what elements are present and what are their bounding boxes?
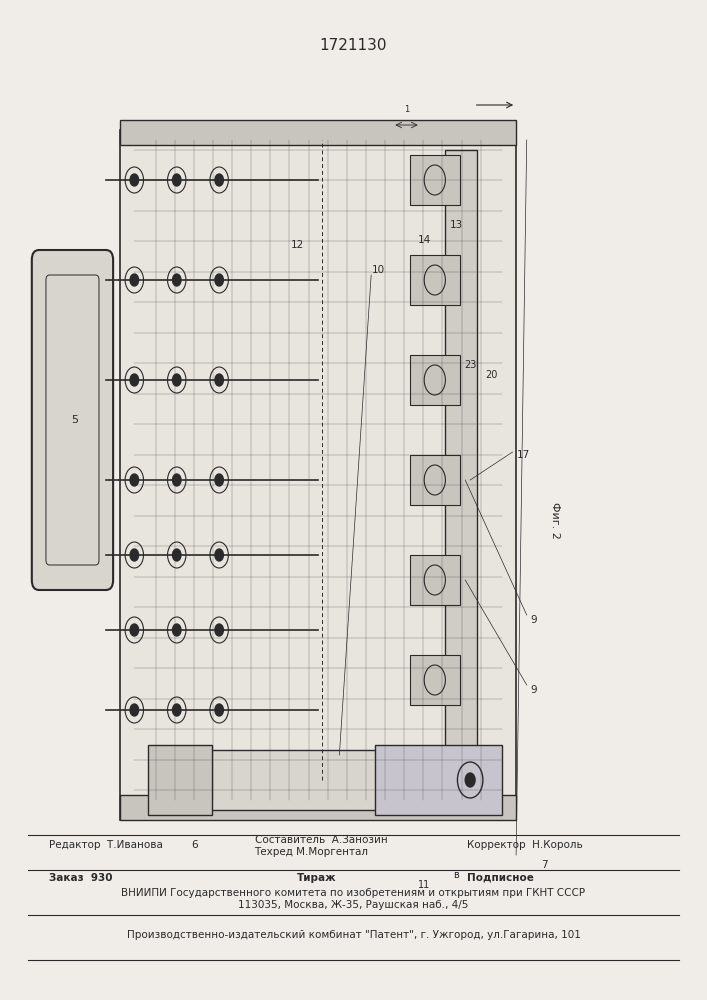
Circle shape bbox=[215, 704, 223, 716]
Text: 12: 12 bbox=[291, 240, 303, 250]
Text: 1721130: 1721130 bbox=[320, 37, 387, 52]
Text: в: в bbox=[453, 870, 459, 880]
Circle shape bbox=[130, 374, 139, 386]
Circle shape bbox=[130, 624, 139, 636]
Circle shape bbox=[130, 174, 139, 186]
Bar bbox=[120, 795, 516, 820]
Text: Корректор  Н.Король: Корректор Н.Король bbox=[467, 840, 583, 850]
Circle shape bbox=[130, 474, 139, 486]
Circle shape bbox=[215, 474, 223, 486]
Bar bbox=[410, 355, 460, 405]
Text: 6: 6 bbox=[191, 840, 198, 850]
Text: ВНИИПИ Государственного комитета по изобретениям и открытиям при ГКНТ СССР: ВНИИПИ Государственного комитета по изоб… bbox=[122, 888, 585, 898]
Text: 9: 9 bbox=[530, 615, 537, 625]
Circle shape bbox=[173, 274, 181, 286]
Bar bbox=[410, 155, 460, 205]
Bar bbox=[410, 655, 460, 705]
Text: 11: 11 bbox=[418, 880, 431, 890]
Text: Производственно-издательский комбинат "Патент", г. Ужгород, ул.Гагарина, 101: Производственно-издательский комбинат "П… bbox=[127, 930, 580, 940]
Bar bbox=[445, 150, 477, 780]
Text: 20: 20 bbox=[485, 370, 498, 380]
Circle shape bbox=[130, 549, 139, 561]
Text: Подписное: Подписное bbox=[467, 873, 534, 883]
Bar bbox=[410, 255, 460, 305]
Circle shape bbox=[215, 374, 223, 386]
Text: 10: 10 bbox=[372, 265, 385, 275]
Circle shape bbox=[173, 374, 181, 386]
Text: Техред М.Моргентал: Техред М.Моргентал bbox=[255, 847, 368, 857]
Circle shape bbox=[215, 274, 223, 286]
Bar bbox=[148, 745, 212, 815]
Circle shape bbox=[173, 174, 181, 186]
Text: Тираж: Тираж bbox=[297, 873, 337, 883]
Text: 13: 13 bbox=[450, 220, 462, 230]
Circle shape bbox=[130, 274, 139, 286]
Circle shape bbox=[173, 474, 181, 486]
Text: 23: 23 bbox=[464, 360, 477, 370]
Bar bbox=[375, 745, 502, 815]
Text: 7: 7 bbox=[541, 860, 548, 870]
Circle shape bbox=[173, 624, 181, 636]
Text: Заказ  930: Заказ 930 bbox=[49, 873, 113, 883]
Text: 5: 5 bbox=[71, 415, 78, 425]
Bar bbox=[156, 750, 382, 810]
Text: Фиг. 2: Фиг. 2 bbox=[550, 502, 560, 538]
Circle shape bbox=[215, 624, 223, 636]
Circle shape bbox=[173, 549, 181, 561]
Text: 9: 9 bbox=[530, 685, 537, 695]
Circle shape bbox=[465, 773, 475, 787]
Bar bbox=[120, 120, 516, 145]
Text: 113035, Москва, Ж-35, Раушская наб., 4/5: 113035, Москва, Ж-35, Раушская наб., 4/5 bbox=[238, 900, 469, 910]
Bar bbox=[410, 455, 460, 505]
FancyBboxPatch shape bbox=[32, 250, 113, 590]
Circle shape bbox=[173, 704, 181, 716]
Text: 17: 17 bbox=[517, 450, 530, 460]
Circle shape bbox=[215, 549, 223, 561]
Text: 1: 1 bbox=[404, 105, 409, 114]
Text: Составитель  А.Занозин: Составитель А.Занозин bbox=[255, 835, 387, 845]
Text: 14: 14 bbox=[418, 235, 431, 245]
Text: Редактор  Т.Иванова: Редактор Т.Иванова bbox=[49, 840, 163, 850]
Circle shape bbox=[130, 704, 139, 716]
Bar bbox=[410, 555, 460, 605]
Circle shape bbox=[215, 174, 223, 186]
Bar bbox=[120, 130, 516, 820]
